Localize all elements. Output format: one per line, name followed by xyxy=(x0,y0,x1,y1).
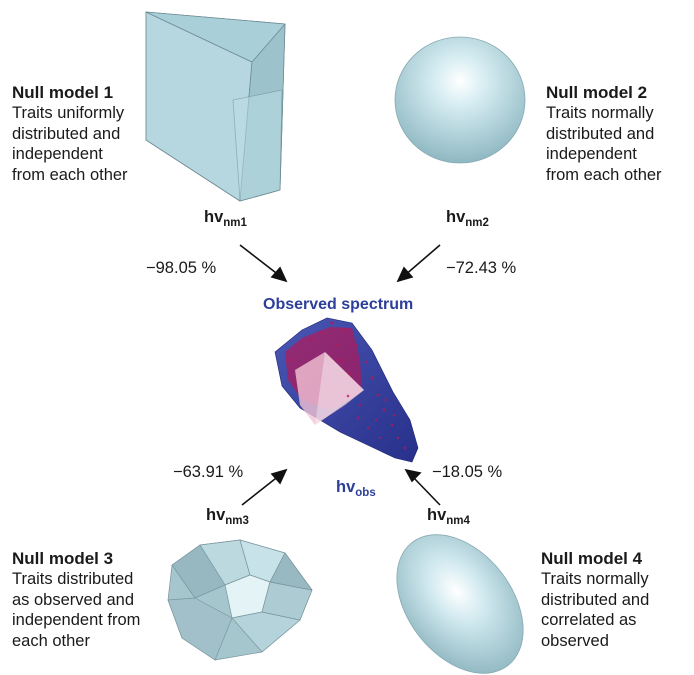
null-model-2-line-1: Traits normally xyxy=(546,104,654,122)
null-model-1-line-4: from each other xyxy=(12,165,128,184)
nm2-change: −72.43 % xyxy=(446,259,517,277)
null-model-2-line-3: independent xyxy=(546,145,637,163)
null-model-1-line-3: independent xyxy=(12,145,103,163)
null-model-1-title: Null model 1 xyxy=(12,83,114,102)
nm3-change: −63.91 % xyxy=(173,463,244,481)
hv-obs-sub: obs xyxy=(355,487,376,499)
hv-nm3-base: hv xyxy=(206,506,226,524)
hv-nm2-base: hv xyxy=(446,208,466,226)
null-model-2-title: Null model 2 xyxy=(546,83,648,102)
hv-nm2-label: hvnm2 xyxy=(446,208,489,229)
nm4-change: −18.05 % xyxy=(432,463,503,481)
observed-hypervolume-shape xyxy=(274,317,419,463)
hv-nm3-sub: nm3 xyxy=(225,515,249,527)
hv-nm2-sub: nm2 xyxy=(465,217,489,229)
null-model-3-line-3: independent from xyxy=(12,611,141,629)
null-model-1-line-1: Traits uniformly xyxy=(12,104,125,122)
null-model-3-text: Null model 3 Traits distributed as obser… xyxy=(12,548,140,651)
hv-nm1-base: hv xyxy=(204,208,224,226)
hv-nm4-sub: nm4 xyxy=(446,515,470,527)
null-model-3-line-4: each other xyxy=(12,631,90,650)
arrows xyxy=(239,244,441,506)
null-model-4-title: Null model 4 xyxy=(541,549,643,568)
null-model-4-line-4: observed xyxy=(541,631,609,650)
null-model-2-line-4: from each other xyxy=(546,165,662,184)
hv-nm3-label: hvnm3 xyxy=(206,506,249,527)
null-model-1-text: Null model 1 Traits uniformly distribute… xyxy=(12,82,128,185)
null-model-4-line-1: Traits normally xyxy=(541,570,649,588)
nm1-change: −98.05 % xyxy=(146,259,217,277)
null-model-4-text: Null model 4 Traits normally distributed… xyxy=(541,548,649,651)
hv-nm1-sub: nm1 xyxy=(223,217,247,229)
observed-spectrum-title: Observed spectrum xyxy=(263,296,414,313)
polyhedron-shape xyxy=(167,539,313,661)
hv-obs-base: hv xyxy=(336,478,356,496)
hv-nm1-label: hvnm1 xyxy=(204,208,247,229)
null-model-3-title: Null model 3 xyxy=(12,549,114,568)
null-model-3-line-2: as observed and xyxy=(12,590,135,609)
hv-nm4-label: hvnm4 xyxy=(427,506,470,527)
hv-obs-label: hvobs xyxy=(336,478,376,499)
ellipsoid-shape xyxy=(396,534,524,674)
null-model-1-line-2: distributed and xyxy=(12,124,121,143)
null-model-4-line-3: correlated as xyxy=(541,611,637,629)
null-model-4-line-2: distributed and xyxy=(541,590,650,609)
null-model-3-line-1: Traits distributed xyxy=(12,570,134,588)
null-model-2-text: Null model 2 Traits normally distributed… xyxy=(546,82,662,185)
cube-shape xyxy=(145,11,286,202)
hv-nm4-base: hv xyxy=(427,506,447,524)
sphere-shape xyxy=(394,36,526,164)
null-model-2-line-2: distributed and xyxy=(546,124,655,143)
